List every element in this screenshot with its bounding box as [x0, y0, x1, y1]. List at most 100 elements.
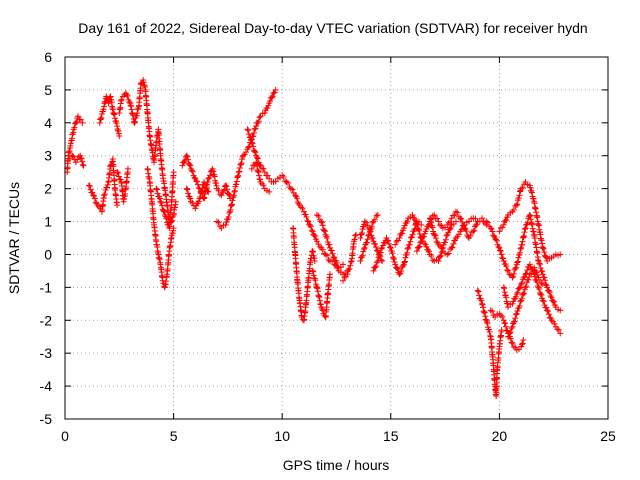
- data-point: [257, 162, 264, 169]
- data-point: [528, 187, 535, 194]
- series-s14: [290, 225, 318, 324]
- data-point: [359, 230, 366, 237]
- series-s20: [370, 218, 425, 278]
- data-point: [524, 267, 531, 274]
- data-point: [91, 193, 98, 200]
- series-s29: [505, 264, 546, 340]
- data-point: [374, 248, 381, 255]
- data-point: [116, 132, 123, 139]
- series-s12: [244, 126, 351, 278]
- data-point: [541, 249, 548, 256]
- data-point: [113, 120, 120, 127]
- y-axis-label: SDTVAR / TECUs: [6, 182, 22, 294]
- data-point: [516, 192, 523, 199]
- data-point: [544, 307, 551, 314]
- data-point: [413, 248, 420, 255]
- chart-title: Day 161 of 2022, Sidereal Day-to-day VTE…: [78, 20, 587, 36]
- series-s5: [114, 165, 131, 205]
- data-point: [448, 215, 455, 222]
- data-point: [437, 222, 444, 229]
- data-point: [427, 219, 434, 226]
- data-point: [218, 192, 225, 199]
- data-point: [513, 264, 520, 271]
- data-point: [510, 270, 517, 277]
- data-point: [504, 267, 511, 274]
- data-point: [364, 236, 371, 243]
- data-point: [417, 239, 424, 246]
- data-point: [251, 148, 258, 155]
- data-point: [226, 209, 233, 216]
- y-tick-label: -3: [40, 345, 53, 361]
- data-point: [499, 313, 506, 320]
- data-point: [519, 184, 526, 191]
- data-point: [197, 193, 204, 200]
- x-tick-label: 25: [600, 428, 616, 444]
- data-point: [437, 252, 444, 259]
- data-point: [220, 187, 227, 194]
- data-point: [240, 152, 247, 159]
- data-point: [103, 184, 110, 191]
- data-point: [373, 244, 380, 251]
- data-point: [518, 341, 525, 348]
- data-point: [101, 192, 108, 199]
- data-point: [547, 293, 554, 300]
- data-point: [117, 176, 124, 183]
- data-point: [342, 273, 349, 280]
- data-point: [184, 153, 191, 160]
- data-point: [486, 328, 493, 335]
- data-point: [520, 290, 527, 297]
- data-point: [389, 250, 396, 257]
- data-point: [372, 264, 379, 271]
- data-point: [500, 317, 507, 324]
- data-point: [198, 188, 205, 195]
- data-point: [387, 244, 394, 251]
- data-point: [507, 329, 514, 336]
- data-point: [153, 185, 160, 192]
- data-point: [132, 118, 139, 125]
- data-point: [412, 217, 419, 224]
- data-point: [418, 238, 425, 245]
- data-point: [159, 202, 166, 209]
- data-point: [299, 205, 306, 212]
- y-tick-label: -1: [40, 279, 53, 295]
- data-point: [498, 251, 505, 258]
- data-point: [181, 157, 188, 164]
- data-point: [479, 215, 486, 222]
- data-point: [303, 214, 310, 221]
- data-point: [322, 251, 329, 258]
- data-point: [324, 234, 331, 241]
- data-point: [265, 102, 272, 109]
- data-point: [292, 192, 299, 199]
- data-point: [378, 245, 385, 252]
- data-point: [264, 172, 271, 179]
- data-point: [408, 234, 415, 241]
- data-point: [341, 274, 348, 281]
- data-point: [373, 212, 380, 219]
- data-point: [548, 294, 555, 301]
- data-point: [487, 225, 494, 232]
- series-s2: [66, 152, 87, 169]
- data-point: [272, 86, 279, 93]
- data-point: [72, 119, 79, 126]
- data-point: [497, 224, 504, 231]
- data-point: [407, 238, 414, 245]
- data-point: [160, 207, 167, 214]
- data-point: [198, 189, 205, 196]
- y-tick-label: 6: [44, 49, 52, 65]
- series-s6: [116, 77, 177, 225]
- data-point: [75, 113, 82, 120]
- data-point: [191, 174, 198, 181]
- data-point: [157, 198, 164, 205]
- x-tick-label: 10: [274, 428, 290, 444]
- data-point: [163, 215, 170, 222]
- data-point: [79, 158, 86, 165]
- data-point: [515, 194, 522, 201]
- data-point: [542, 277, 549, 284]
- data-point: [386, 244, 393, 251]
- data-point: [328, 247, 335, 254]
- data-point: [525, 276, 532, 283]
- data-point: [79, 119, 86, 126]
- data-point: [526, 273, 533, 280]
- data-point: [207, 172, 214, 179]
- data-point: [527, 184, 534, 191]
